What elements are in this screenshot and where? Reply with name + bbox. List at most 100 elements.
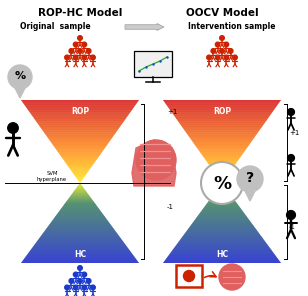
Polygon shape (56, 149, 104, 150)
Polygon shape (206, 160, 238, 161)
Polygon shape (62, 158, 98, 159)
Polygon shape (51, 222, 110, 223)
Polygon shape (31, 114, 129, 115)
Polygon shape (46, 229, 114, 230)
Polygon shape (74, 174, 86, 175)
Polygon shape (45, 133, 116, 134)
Polygon shape (62, 207, 98, 208)
Polygon shape (174, 247, 270, 248)
Polygon shape (169, 109, 275, 110)
Polygon shape (26, 255, 134, 256)
Polygon shape (177, 120, 267, 121)
Polygon shape (201, 154, 243, 155)
Text: %: % (14, 71, 26, 81)
Polygon shape (26, 106, 135, 107)
Polygon shape (31, 248, 129, 249)
Polygon shape (185, 131, 259, 132)
Polygon shape (44, 132, 116, 133)
Polygon shape (197, 148, 247, 149)
Polygon shape (22, 102, 138, 103)
Bar (134, 51, 172, 77)
Polygon shape (206, 161, 238, 162)
Polygon shape (172, 250, 272, 251)
Polygon shape (180, 123, 264, 124)
Polygon shape (22, 261, 138, 262)
Text: +1: +1 (167, 110, 177, 115)
Polygon shape (68, 198, 92, 199)
Circle shape (73, 272, 78, 277)
Circle shape (78, 49, 82, 53)
Polygon shape (42, 130, 118, 131)
Polygon shape (202, 209, 242, 210)
Polygon shape (216, 175, 228, 176)
Polygon shape (191, 224, 253, 225)
Polygon shape (49, 139, 111, 140)
Polygon shape (199, 150, 245, 151)
Polygon shape (163, 262, 281, 263)
Polygon shape (43, 232, 117, 233)
Polygon shape (178, 242, 266, 243)
Polygon shape (192, 222, 252, 223)
Polygon shape (180, 239, 264, 240)
Polygon shape (209, 200, 235, 201)
Polygon shape (187, 230, 257, 231)
Polygon shape (172, 113, 272, 114)
Polygon shape (169, 108, 275, 109)
Polygon shape (52, 144, 107, 145)
Polygon shape (201, 210, 243, 211)
Polygon shape (77, 187, 83, 188)
Polygon shape (37, 241, 123, 242)
Polygon shape (221, 181, 224, 182)
Polygon shape (187, 134, 257, 135)
Polygon shape (166, 105, 278, 106)
Polygon shape (38, 239, 122, 240)
Text: ?: ? (246, 171, 254, 185)
Polygon shape (189, 137, 254, 138)
Polygon shape (183, 235, 261, 236)
Polygon shape (51, 221, 108, 222)
Polygon shape (187, 133, 257, 134)
Text: %: % (213, 175, 231, 193)
Polygon shape (28, 110, 132, 111)
Polygon shape (64, 204, 96, 205)
Polygon shape (67, 165, 93, 166)
Circle shape (78, 279, 82, 283)
Circle shape (69, 49, 74, 53)
Polygon shape (164, 101, 281, 102)
Polygon shape (64, 160, 96, 161)
Polygon shape (217, 188, 226, 189)
Polygon shape (179, 241, 265, 242)
Polygon shape (63, 159, 97, 160)
Polygon shape (213, 194, 231, 195)
Point (151, 62, 156, 66)
Polygon shape (163, 100, 281, 101)
Polygon shape (55, 148, 105, 149)
Polygon shape (38, 123, 122, 124)
Polygon shape (188, 228, 256, 229)
Polygon shape (65, 203, 95, 204)
Polygon shape (217, 176, 227, 177)
Polygon shape (59, 211, 101, 212)
Polygon shape (221, 184, 224, 185)
Polygon shape (34, 118, 126, 119)
Polygon shape (194, 144, 249, 145)
Circle shape (65, 55, 69, 60)
Polygon shape (206, 204, 238, 205)
Circle shape (228, 49, 233, 53)
Polygon shape (79, 183, 80, 184)
Polygon shape (28, 253, 132, 254)
Polygon shape (37, 122, 123, 123)
Polygon shape (60, 155, 100, 156)
Polygon shape (221, 183, 222, 184)
Polygon shape (30, 113, 130, 114)
Polygon shape (15, 88, 25, 98)
Polygon shape (188, 229, 257, 230)
Polygon shape (42, 234, 118, 235)
Polygon shape (75, 189, 85, 190)
Circle shape (215, 42, 220, 47)
Polygon shape (43, 233, 117, 234)
Point (157, 59, 162, 63)
Polygon shape (41, 235, 119, 236)
Polygon shape (174, 115, 270, 116)
Polygon shape (189, 226, 254, 227)
